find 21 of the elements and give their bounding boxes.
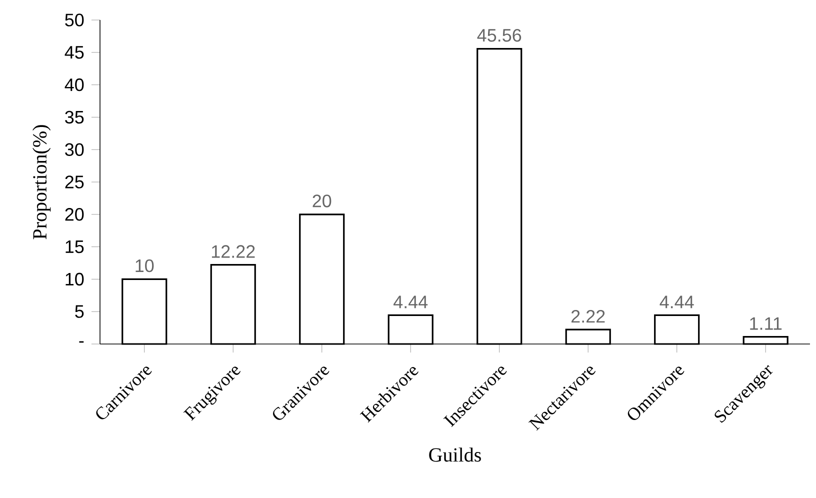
y-tick-label: 35 [65, 110, 84, 124]
y-tick-label: 15 [66, 240, 84, 254]
data-label: 20 [312, 194, 332, 208]
y-tick-label: 5 [75, 305, 84, 318]
y-tick-label: 40 [64, 78, 84, 92]
y-tick-label: - [79, 341, 84, 343]
data-label: 10 [136, 259, 154, 272]
data-label: 12.22 [212, 245, 255, 258]
y-tick-label: 30 [65, 143, 84, 156]
y-tick-label: 20 [65, 208, 84, 221]
x-axis-title: Guilds [429, 448, 481, 462]
data-label: 4.44 [394, 296, 428, 308]
y-axis-title: Proportion(%) [32, 125, 51, 240]
y-tick-label: 45 [64, 46, 84, 59]
y-tick-label: 50 [65, 14, 84, 26]
data-label: 4.44 [660, 296, 694, 308]
y-tick-label: 10 [66, 272, 84, 286]
y-tick-label: 25 [65, 176, 84, 188]
data-label: 2.22 [572, 310, 605, 323]
data-label: 45.56 [477, 28, 522, 42]
data-label: 1.11 [750, 317, 782, 330]
